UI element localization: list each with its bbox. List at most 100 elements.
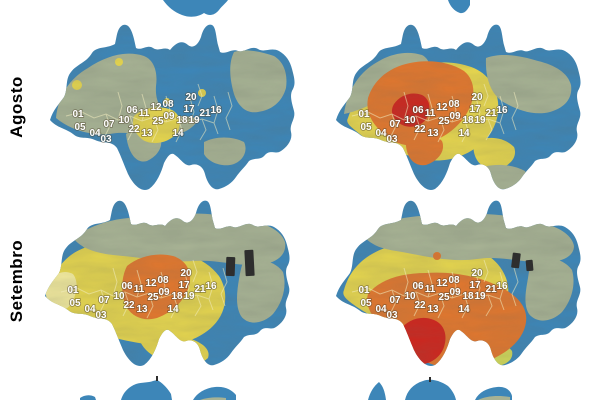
- region-label-05: 05: [360, 298, 372, 309]
- region-label-08: 08: [448, 275, 460, 286]
- region-label-06: 06: [412, 281, 424, 292]
- region-label-04: 04: [89, 128, 101, 139]
- region-label-20: 20: [471, 92, 483, 103]
- row-label-setembro: Setembro: [7, 239, 26, 323]
- region-label-07: 07: [98, 295, 110, 306]
- region-label-07: 07: [103, 119, 115, 130]
- region-label-11: 11: [425, 108, 436, 119]
- region-label-18: 18: [462, 115, 474, 126]
- map-fragment-next-right: [368, 382, 386, 400]
- region-label-21: 21: [194, 284, 206, 295]
- region-label-21: 21: [485, 284, 497, 295]
- region-label-19: 19: [183, 291, 195, 302]
- region-label-08: 08: [448, 99, 460, 110]
- dark-bar: [244, 249, 255, 277]
- region-label-22: 22: [128, 124, 140, 135]
- region-label-16: 16: [210, 105, 222, 116]
- region-label-17: 17: [183, 104, 195, 115]
- region-label-09: 09: [158, 287, 170, 298]
- region-label-20: 20: [180, 268, 192, 279]
- region-label-18: 18: [171, 291, 183, 302]
- map-fragment-next-right: [475, 386, 512, 400]
- region-label-04: 04: [375, 304, 387, 315]
- region-label-16: 16: [496, 105, 508, 116]
- area-sage: [160, 342, 198, 364]
- region-label-09: 09: [163, 111, 175, 122]
- region-label-09: 09: [449, 111, 461, 122]
- region-label-08: 08: [162, 99, 174, 110]
- map-fragment-next-left: [193, 386, 236, 400]
- region-label-06: 06: [121, 281, 133, 292]
- region-label-01: 01: [72, 109, 84, 120]
- region-label-19: 19: [474, 115, 486, 126]
- region-label-06: 06: [412, 105, 424, 116]
- region-label-13: 13: [136, 304, 148, 315]
- region-label-16: 16: [205, 281, 217, 292]
- map-panel-setembro-right: 01 05 04 03 07 10 22 06 11 12 08 25 09 13 14 20 17 18 19 21…: [334, 198, 584, 373]
- region-label-07: 07: [389, 119, 401, 130]
- map-fragment-next-right: [405, 379, 456, 400]
- region-label-03: 03: [386, 310, 398, 321]
- map-fragment-next-right-sage: [478, 396, 510, 400]
- map-fragment-next-left: [80, 395, 96, 400]
- region-label-16: 16: [496, 281, 508, 292]
- region-label-11: 11: [425, 284, 436, 295]
- region-label-03: 03: [386, 134, 398, 145]
- region-label-13: 13: [141, 128, 153, 139]
- region-label-09: 09: [449, 287, 461, 298]
- map-fragment-next-left: [121, 380, 172, 400]
- region-label-11: 11: [139, 108, 150, 119]
- region-label-06: 06: [126, 105, 138, 116]
- region-label-25: 25: [438, 292, 450, 303]
- region-label-01: 01: [358, 109, 370, 120]
- region-label-17: 17: [178, 280, 190, 291]
- region-label-19: 19: [188, 115, 200, 126]
- region-label-12: 12: [145, 278, 157, 289]
- region-label-08: 08: [157, 275, 169, 286]
- region-label-22: 22: [123, 300, 135, 311]
- region-label-03: 03: [95, 310, 107, 321]
- region-label-14: 14: [458, 128, 470, 139]
- region-label-13: 13: [427, 304, 439, 315]
- map-panel-agosto-right: 01 05 04 03 07 10 22 06 11 12 08 25 09 13 14 20 17 18 19 21…: [334, 22, 584, 197]
- region-label-03: 03: [100, 134, 112, 145]
- region-label-05: 05: [74, 122, 86, 133]
- region-label-13: 13: [427, 128, 439, 139]
- region-label-10: 10: [118, 115, 130, 126]
- map-panel-setembro-left: 01 05 04 03 07 10 22 06 11 12 08 25 09 13 14 20 17 18 19 21…: [43, 198, 293, 373]
- region-label-18: 18: [176, 115, 188, 126]
- region-label-22: 22: [414, 124, 426, 135]
- region-label-22: 22: [414, 300, 426, 311]
- region-label-21: 21: [485, 108, 497, 119]
- region-label-25: 25: [438, 116, 450, 127]
- region-label-01: 01: [358, 285, 370, 296]
- region-label-05: 05: [360, 122, 372, 133]
- region-label-17: 17: [469, 104, 481, 115]
- region-label-10: 10: [404, 115, 416, 126]
- region-label-10: 10: [404, 291, 416, 302]
- region-label-05: 05: [69, 298, 81, 309]
- region-label-04: 04: [84, 304, 96, 315]
- region-label-12: 12: [436, 278, 448, 289]
- map-speck: [156, 376, 158, 381]
- region-label-17: 17: [469, 280, 481, 291]
- region-label-14: 14: [172, 128, 184, 139]
- region-label-01: 01: [67, 285, 79, 296]
- row-label-agosto: Agosto: [7, 76, 26, 138]
- region-label-12: 12: [436, 102, 448, 113]
- region-label-20: 20: [185, 92, 197, 103]
- region-label-10: 10: [113, 291, 125, 302]
- region-label-25: 25: [147, 292, 159, 303]
- dark-bar: [511, 252, 521, 269]
- map-speck: [442, 27, 445, 32]
- region-label-20: 20: [471, 268, 483, 279]
- region-label-14: 14: [458, 304, 470, 315]
- map-panel-agosto-left: 01 05 04 03 07 10 22 06 11 12 08 25 09 13 14 20 17 18 19 21…: [48, 22, 298, 197]
- dark-bar: [225, 256, 236, 277]
- region-label-19: 19: [474, 291, 486, 302]
- region-label-12: 12: [150, 102, 162, 113]
